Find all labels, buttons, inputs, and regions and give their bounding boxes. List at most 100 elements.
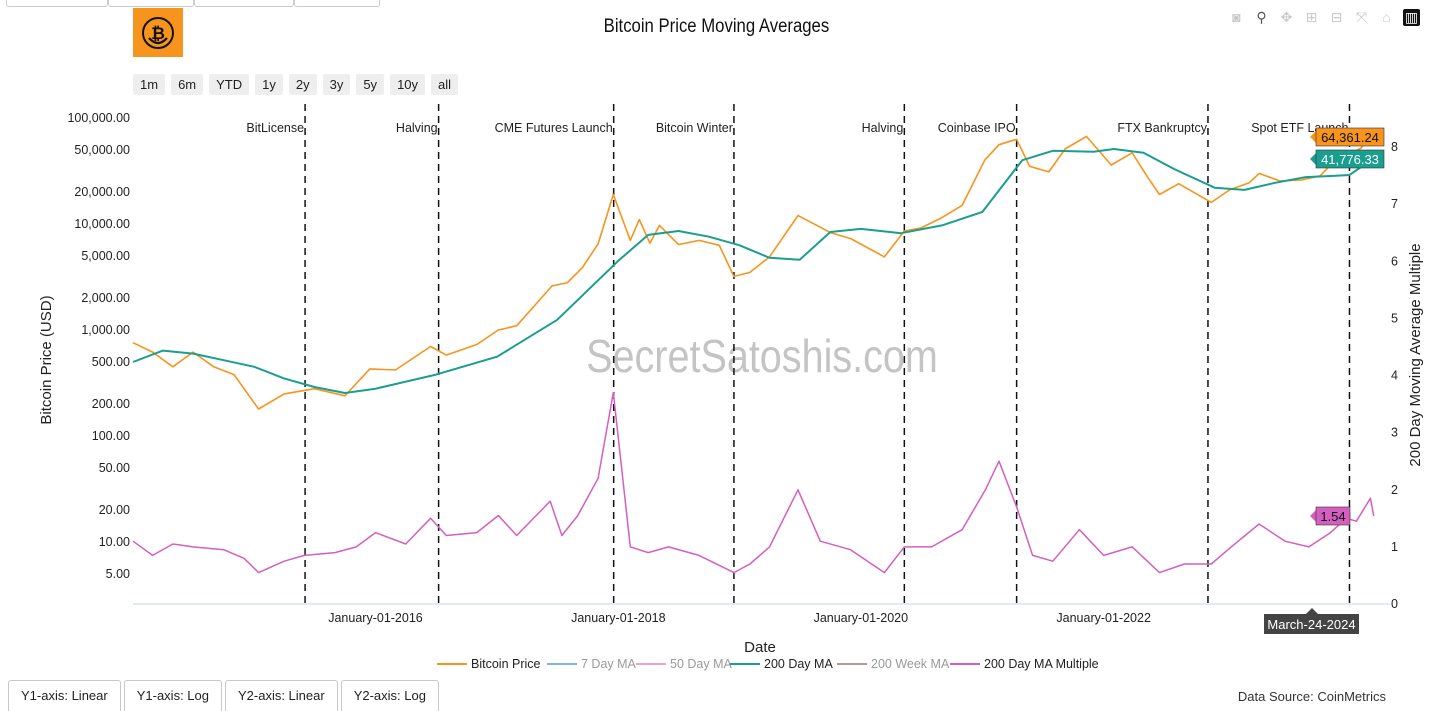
event-label: Halving (862, 121, 904, 135)
y-axis-title: Bitcoin Price (USD) (38, 295, 55, 424)
event-label: CME Futures Launch (495, 121, 613, 135)
y2-tick-label: 8 (1391, 140, 1398, 154)
range-button-all[interactable]: all (431, 74, 459, 95)
zoom-out-icon[interactable]: ⊟ (1330, 9, 1343, 25)
svg-text:₿: ₿ (151, 24, 165, 43)
legend-label: Bitcoin Price (471, 657, 541, 671)
multiple-end-label-box (1315, 506, 1351, 526)
legend-item[interactable]: 7 Day MA (547, 657, 637, 671)
camera-icon[interactable]: ◙ (1232, 9, 1241, 25)
pan-icon[interactable]: ✥ (1280, 9, 1293, 25)
range-button-2y[interactable]: 2y (288, 74, 317, 95)
y2-tick-label: 5 (1391, 311, 1398, 325)
chart-plot[interactable]: SecretSatoshis.com BitLicense Halving CME … (0, 0, 1456, 680)
y1-log-tab[interactable]: Y1-axis: Log (123, 680, 222, 711)
plotly-logo-icon[interactable]: ▥ (1403, 9, 1420, 26)
data-source: Data Source: CoinMetrics (1237, 689, 1386, 704)
legend-label: 7 Day MA (581, 657, 637, 671)
price-end-label-pointer (1310, 131, 1316, 143)
legend-item[interactable]: 200 Day MA (730, 657, 833, 671)
bitcoin-smile-logo: ₿ (133, 8, 183, 57)
range-button-6m[interactable]: 6m (171, 74, 204, 95)
legend-label: 200 Day MA Multiple (984, 657, 1099, 671)
ma200-end-label-box (1315, 149, 1385, 169)
y-tick-label: 2,000.00 (81, 291, 130, 305)
event-markers: BitLicense Halving CME Futures Launch Bitco… (246, 104, 1351, 604)
top-tab[interactable] (6, 0, 108, 7)
legend-item[interactable]: Bitcoin Price (437, 657, 541, 671)
legend-item[interactable]: 50 Day MA (636, 657, 732, 671)
series (132, 132, 1375, 574)
event-label: FTX Bankruptcy (1117, 121, 1207, 135)
watermark: SecretSatoshis.com (586, 331, 938, 382)
home-icon[interactable]: ⌂ (1382, 9, 1391, 25)
bitcoin-price-line (132, 132, 1375, 410)
legend-label: 200 Week MA (871, 657, 950, 671)
legend-label: 50 Day MA (670, 657, 732, 671)
y2-axis-title: 200 Day Moving Average Multiple (1407, 243, 1424, 466)
range-selector: 1m 6m YTD 1y 2y 3y 5y 10y all (133, 74, 459, 95)
y2-tick-label: 4 (1391, 369, 1398, 383)
event-label: BitLicense (246, 121, 304, 135)
range-button-5y[interactable]: 5y (356, 74, 385, 95)
legend: Bitcoin Price 7 Day MA 50 Day MA 200 Day MA… (437, 657, 1099, 671)
multiple-end-label-pointer (1310, 510, 1316, 522)
price-end-label-text: 64,361.24 (1321, 130, 1379, 145)
x-tick-label: January-01-2016 (328, 611, 423, 625)
range-button-ytd[interactable]: YTD (209, 74, 250, 95)
autoscale-icon[interactable]: ⤧ (1355, 9, 1368, 25)
x-tick-label: January-01-2022 (1056, 611, 1151, 625)
event-label: Coinbase IPO (938, 121, 1016, 135)
multiple-end-label-text: 1.54 (1320, 509, 1345, 524)
y2-tick-label: 6 (1391, 254, 1398, 268)
y2-tick-label: 1 (1391, 540, 1398, 554)
y2-linear-tab[interactable]: Y2-axis: Linear (224, 680, 338, 711)
zoom-in-icon[interactable]: ⊞ (1305, 9, 1318, 25)
x-axis-title: Date (744, 639, 776, 656)
legend-item[interactable]: 200 Day MA Multiple (950, 657, 1099, 671)
price-end-label-box (1315, 127, 1385, 147)
y2-log-tab[interactable]: Y2-axis: Log (340, 680, 439, 711)
range-button-1m[interactable]: 1m (133, 74, 166, 95)
y-tick-label: 10,000.00 (74, 217, 130, 231)
y-tick-label: 50,000.00 (74, 143, 130, 157)
y2-tick-label: 7 (1391, 197, 1398, 211)
range-button-1y[interactable]: 1y (255, 74, 283, 95)
y2-tick-label: 0 (1391, 597, 1398, 611)
x-tick-label: January-01-2020 (814, 611, 909, 625)
hover-pointer (1306, 608, 1318, 614)
top-tab[interactable] (294, 0, 380, 7)
y-tick-label: 500.00 (92, 355, 130, 369)
y2-tick-label: 3 (1391, 426, 1398, 440)
range-button-10y[interactable]: 10y (390, 74, 426, 95)
legend-item[interactable]: 200 Week MA (837, 657, 950, 671)
top-tab[interactable] (194, 0, 294, 7)
axis-scale-tabs: Y1-axis: Linear Y1-axis: Log Y2-axis: Li… (8, 680, 442, 711)
y-tick-label: 5,000.00 (81, 249, 130, 263)
event-label: Bitcoin Winter (656, 121, 733, 135)
top-tab[interactable] (108, 0, 194, 7)
y2-tick-label: 2 (1391, 483, 1398, 497)
chart-title: Bitcoin Price Moving Averages (603, 16, 830, 37)
y1-linear-tab[interactable]: Y1-axis: Linear (8, 680, 121, 711)
zoom-icon[interactable]: ⚲ (1256, 9, 1267, 25)
x-tick-label: January-01-2018 (571, 611, 666, 625)
ma200-end-label-text: 41,776.33 (1321, 152, 1379, 167)
y-tick-label: 200.00 (92, 397, 130, 411)
event-label: Halving (396, 121, 438, 135)
hover-box (1264, 614, 1359, 634)
end-labels: 64,361.24 41,776.33 1.54 March-24-2024 (1264, 127, 1385, 634)
axes: 100,000.00 50,000.00 20,000.00 10,000.00 5,0… (67, 111, 1398, 625)
hover-date-label: March-24-2024 (1267, 617, 1355, 632)
top-tabs (0, 0, 380, 7)
y-tick-label: 50.00 (99, 461, 130, 475)
modebar: ◙ ⚲ ✥ ⊞ ⊟ ⤧ ⌂ ▥ (1228, 9, 1420, 26)
y-tick-label: 20,000.00 (74, 185, 130, 199)
ma200-end-label-pointer (1310, 153, 1316, 165)
y-tick-label: 5.00 (106, 567, 130, 581)
legend-label: 200 Day MA (764, 657, 833, 671)
range-button-3y[interactable]: 3y (322, 74, 351, 95)
ma200-multiple-line (132, 391, 1375, 574)
y-tick-label: 100.00 (92, 429, 130, 443)
y-tick-label: 1,000.00 (81, 323, 130, 337)
